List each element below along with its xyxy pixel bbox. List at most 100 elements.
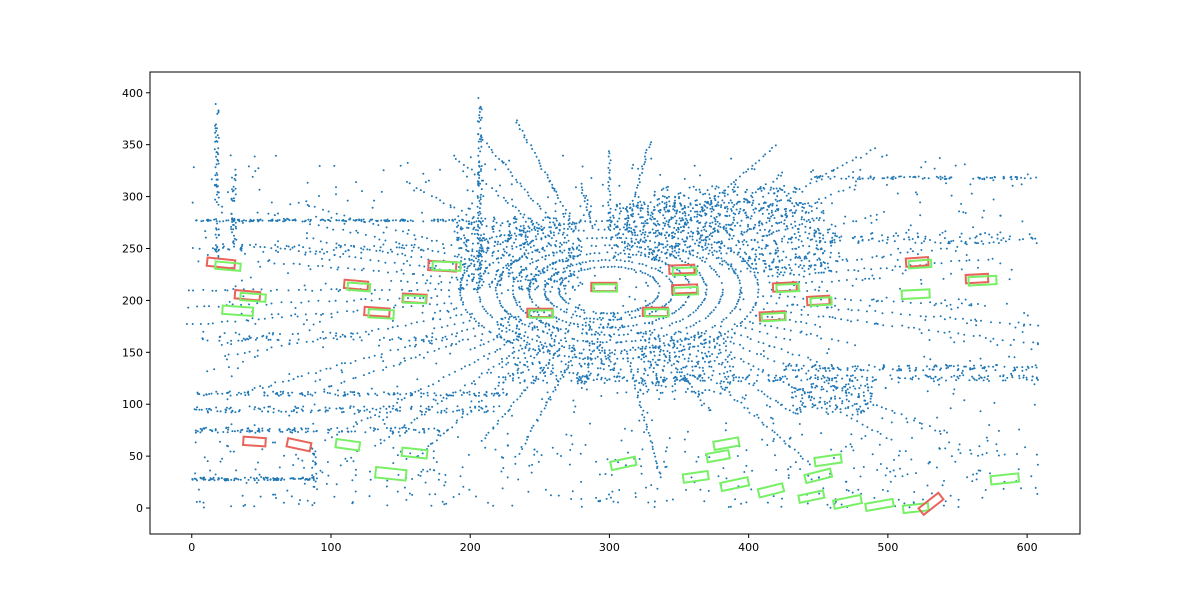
lidar-point <box>535 273 538 276</box>
lidar-point <box>763 393 766 396</box>
lidar-point <box>720 257 723 260</box>
lidar-point <box>570 223 573 226</box>
lidar-point <box>512 278 515 281</box>
lidar-point <box>396 253 399 256</box>
lidar-point <box>542 219 545 222</box>
lidar-point <box>555 378 558 381</box>
lidar-point <box>798 406 801 409</box>
lidar-point <box>721 387 724 390</box>
lidar-point <box>721 260 724 263</box>
lidar-point <box>720 295 723 298</box>
lidar-point <box>611 351 614 354</box>
lidar-point <box>825 390 828 393</box>
lidar-point <box>298 263 301 266</box>
lidar-point <box>740 401 743 404</box>
lidar-point <box>487 272 490 275</box>
lidar-point <box>545 322 548 325</box>
lidar-point <box>437 220 440 223</box>
lidar-point <box>536 230 539 233</box>
lidar-point <box>230 478 233 481</box>
lidar-point <box>326 391 329 394</box>
lidar-point <box>607 201 610 204</box>
lidar-point <box>328 429 331 432</box>
lidar-point <box>682 378 685 381</box>
lidar-point <box>374 428 377 431</box>
lidar-point <box>528 242 531 245</box>
lidar-point <box>807 313 810 316</box>
lidar-point <box>537 274 540 277</box>
lidar-point <box>439 394 442 397</box>
lidar-point <box>280 301 283 304</box>
lidar-point <box>229 406 232 409</box>
lidar-point <box>483 233 485 236</box>
lidar-point <box>643 419 646 422</box>
lidar-point <box>560 281 563 284</box>
lidar-point <box>854 387 857 390</box>
lidar-point <box>281 430 284 433</box>
lidar-point <box>762 259 765 262</box>
lidar-point <box>623 252 626 255</box>
lidar-point <box>445 393 448 396</box>
lidar-point <box>224 289 227 291</box>
lidar-point <box>678 371 681 374</box>
lidar-point <box>816 385 819 388</box>
lidar-point <box>459 291 462 294</box>
lidar-point <box>512 377 514 380</box>
lidar-point <box>720 385 723 388</box>
lidar-point <box>847 407 850 409</box>
lidar-point <box>563 277 566 280</box>
lidar-point <box>664 252 667 255</box>
lidar-point <box>558 291 561 294</box>
lidar-point <box>301 220 304 223</box>
lidar-point <box>725 378 728 380</box>
lidar-point <box>427 385 430 388</box>
lidar-point <box>478 400 480 403</box>
lidar-point <box>404 346 407 349</box>
lidar-point <box>535 304 538 307</box>
lidar-point <box>965 259 968 262</box>
lidar-point <box>829 193 832 196</box>
lidar-point <box>552 390 555 393</box>
lidar-point <box>603 352 606 355</box>
lidar-point <box>462 321 465 324</box>
lidar-point <box>831 379 833 382</box>
lidar-point <box>568 324 571 327</box>
lidar-point <box>596 338 599 340</box>
lidar-point <box>509 237 512 240</box>
lidar-point <box>419 388 422 391</box>
lidar-point <box>369 416 372 419</box>
lidar-point <box>761 239 764 242</box>
lidar-point <box>537 313 540 316</box>
lidar-point <box>650 218 653 221</box>
lidar-point <box>585 253 588 256</box>
lidar-point <box>871 376 874 379</box>
lidar-point <box>511 245 513 248</box>
lidar-point <box>478 296 481 299</box>
lidar-point <box>699 236 702 239</box>
lidar-point <box>922 369 925 372</box>
lidar-point <box>703 297 706 300</box>
lidar-point <box>718 300 721 303</box>
lidar-point <box>656 364 659 367</box>
lidar-point <box>635 205 638 208</box>
lidar-point <box>546 332 549 335</box>
lidar-point <box>834 404 837 407</box>
lidar-point <box>648 231 651 234</box>
lidar-point <box>464 308 467 311</box>
lidar-point <box>725 345 728 348</box>
lidar-point <box>800 320 803 323</box>
lidar-point <box>849 386 851 389</box>
lidar-point <box>495 190 498 193</box>
lidar-point <box>534 235 537 238</box>
lidar-point <box>527 289 530 291</box>
lidar-point <box>514 221 517 223</box>
lidar-point <box>516 181 519 184</box>
lidar-point <box>444 220 447 223</box>
lidar-point <box>773 192 776 195</box>
lidar-point <box>576 276 579 279</box>
lidar-point <box>656 296 659 299</box>
lidar-point <box>239 431 242 434</box>
lidar-point <box>732 379 735 382</box>
lidar-point <box>746 315 749 318</box>
lidar-point <box>906 364 909 367</box>
